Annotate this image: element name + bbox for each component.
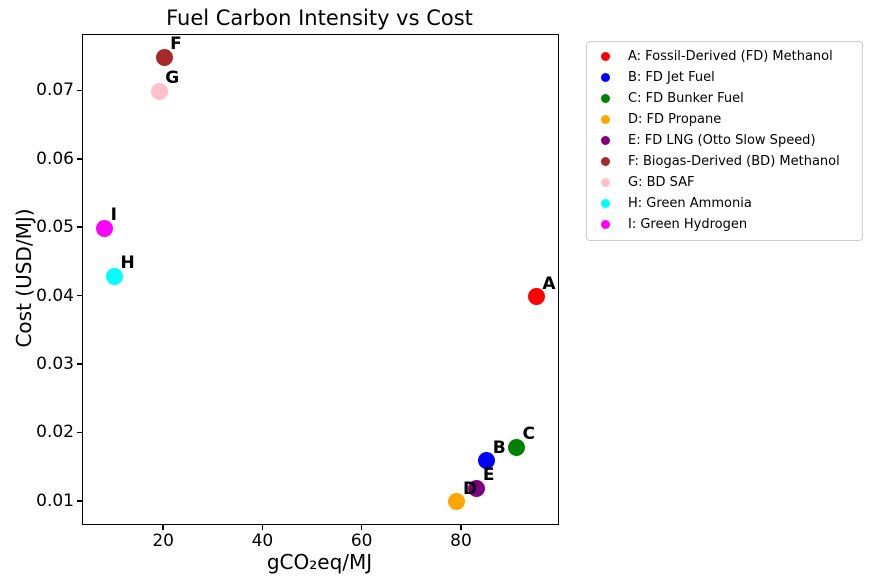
legend-box: A: Fossil-Derived (FD) Methanol B: FD Jet… xyxy=(586,41,863,241)
x-tick-label: 80 xyxy=(450,531,472,551)
scatter-point-e xyxy=(468,479,486,497)
point-label-f: F xyxy=(170,34,182,55)
x-tick-label: 60 xyxy=(350,531,373,551)
y-tick-mark xyxy=(77,294,82,297)
chart-title: Fuel Carbon Intensity vs Cost xyxy=(166,6,473,30)
point-label-e: E xyxy=(482,465,495,486)
y-tick-mark xyxy=(77,363,82,365)
scatter-point-i xyxy=(96,219,114,237)
y-tick-label: 0.04 xyxy=(36,285,74,306)
y-tick-label: 0.01 xyxy=(36,490,74,511)
x-tick-label: 40 xyxy=(251,531,274,551)
scatter-point-a xyxy=(527,288,545,306)
point-label-d: D xyxy=(462,478,478,499)
legend-item-g: G: BD SAF xyxy=(587,172,862,193)
legend-item-label: B: FD Jet Fuel xyxy=(628,69,715,85)
y-tick-label: 0.02 xyxy=(36,422,74,443)
y-tick-label: 0.07 xyxy=(36,80,74,101)
scatter-point-c xyxy=(508,438,526,456)
scatter-point-b xyxy=(478,452,496,470)
y-axis-label: Cost (USD/MJ) xyxy=(12,208,36,348)
point-label-h: H xyxy=(120,253,135,274)
y-tick-mark xyxy=(77,89,82,92)
legend-item-label: H: Green Ammonia xyxy=(628,195,752,211)
x-tick-label: 20 xyxy=(152,531,174,551)
legend-marker-icon xyxy=(601,199,610,208)
legend-marker-icon xyxy=(601,157,610,166)
point-label-g: G xyxy=(165,68,180,89)
legend-item-label: E: FD LNG (Otto Slow Speed) xyxy=(628,132,816,148)
x-tick-mark xyxy=(460,524,462,530)
y-tick-label: 0.06 xyxy=(36,148,74,169)
y-tick-label: 0.05 xyxy=(36,217,74,238)
y-tick-mark xyxy=(77,158,82,160)
legend-marker-icon xyxy=(601,94,610,103)
y-tick-mark xyxy=(77,500,82,502)
legend-marker-icon xyxy=(601,52,610,61)
legend-marker-icon xyxy=(601,115,610,124)
x-axis-label: gCO₂eq/MJ xyxy=(266,550,373,574)
legend-item-label: F: Biogas-Derived (BD) Methanol xyxy=(628,153,840,169)
legend-item-c: C: FD Bunker Fuel xyxy=(587,88,862,109)
point-label-a: A xyxy=(542,273,556,294)
point-label-c: C xyxy=(522,424,536,445)
y-tick-label: 0.03 xyxy=(36,353,74,374)
legend-item-label: C: FD Bunker Fuel xyxy=(628,90,744,106)
legend-marker-icon xyxy=(601,178,610,187)
legend-marker-icon xyxy=(601,73,610,82)
scatter-point-g xyxy=(150,82,168,100)
legend-item-a: A: Fossil-Derived (FD) Methanol xyxy=(587,46,862,67)
scatter-point-h xyxy=(106,267,124,285)
legend-item-i: I: Green Hydrogen xyxy=(587,214,862,235)
legend-item-d: D: FD Propane xyxy=(587,109,862,130)
scatter-point-d xyxy=(448,493,466,511)
legend-item-label: A: Fossil-Derived (FD) Methanol xyxy=(628,48,833,64)
x-tick-mark xyxy=(162,524,164,530)
legend-item-f: F: Biogas-Derived (BD) Methanol xyxy=(587,151,862,172)
x-tick-mark xyxy=(261,524,264,530)
y-tick-mark xyxy=(77,431,82,434)
scatter-point-f xyxy=(155,48,173,66)
legend-item-e: E: FD LNG (Otto Slow Speed) xyxy=(587,130,862,151)
legend-item-label: I: Green Hydrogen xyxy=(628,216,748,232)
point-label-i: I xyxy=(110,205,117,226)
x-tick-mark xyxy=(360,524,363,530)
legend-item-h: H: Green Ammonia xyxy=(587,193,862,214)
legend-item-label: D: FD Propane xyxy=(628,111,722,127)
legend-item-b: B: FD Jet Fuel xyxy=(587,67,862,88)
y-tick-mark xyxy=(77,226,82,228)
legend-marker-icon xyxy=(601,136,610,145)
point-label-b: B xyxy=(492,437,506,458)
legend-marker-icon xyxy=(601,220,610,229)
legend-item-label: G: BD SAF xyxy=(628,174,695,190)
